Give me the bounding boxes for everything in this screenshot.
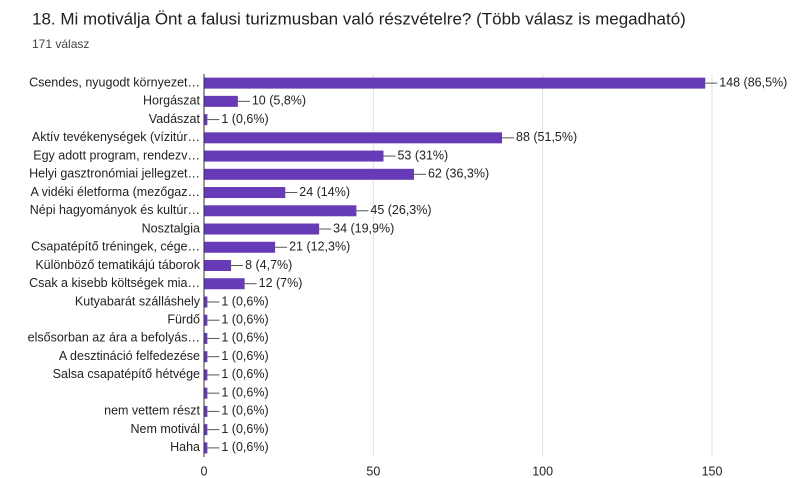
y-tick-label: Csapatépítő tréningek, cége…	[31, 240, 200, 254]
y-tick-label: Nosztalgia	[142, 221, 200, 235]
bar	[204, 187, 286, 199]
value-label: 10 (5,8%)	[252, 94, 306, 108]
bar	[204, 114, 208, 126]
bar	[204, 296, 208, 308]
value-label: 62 (36,3%)	[428, 167, 489, 181]
value-label: 12 (7%)	[259, 276, 303, 290]
chart-title: 18. Mi motiválja Önt a falusi turizmusba…	[32, 9, 686, 28]
value-label: 148 (86,5%)	[719, 75, 787, 89]
bar	[204, 241, 276, 253]
value-label: 24 (14%)	[299, 185, 350, 199]
bar	[204, 168, 414, 180]
value-label: 1 (0,6%)	[221, 422, 268, 436]
bar	[204, 77, 706, 89]
x-tick-label: 150	[702, 464, 723, 478]
bar	[204, 442, 208, 454]
bar	[204, 369, 208, 381]
value-label: 1 (0,6%)	[221, 367, 268, 381]
y-tick-label: Horgászat	[143, 94, 200, 108]
bar	[204, 223, 320, 235]
bar	[204, 405, 208, 417]
value-label: 21 (12,3%)	[289, 240, 350, 254]
value-label: 1 (0,6%)	[221, 294, 268, 308]
y-tick-label: Csendes, nyugodt környezet…	[29, 75, 200, 89]
y-tick-label: Népi hagyományok és kultúr…	[30, 203, 200, 217]
y-tick-label: Fürdő	[167, 313, 200, 327]
value-label: 88 (51,5%)	[516, 130, 577, 144]
value-label: 1 (0,6%)	[221, 385, 268, 399]
value-label: 53 (31%)	[397, 148, 448, 162]
value-label: 45 (26,3%)	[370, 203, 431, 217]
value-label: 8 (4,7%)	[245, 258, 292, 272]
bar	[204, 314, 208, 326]
x-tick-label: 100	[532, 464, 553, 478]
y-tick-label: Haha	[170, 440, 200, 454]
y-tick-label: Vadászat	[149, 112, 201, 126]
value-label: 1 (0,6%)	[221, 112, 268, 126]
y-tick-label: A vidéki életforma (mezőgaz…	[30, 185, 200, 199]
y-tick-label: nem vettem részt	[104, 404, 200, 418]
bar	[204, 278, 245, 290]
y-tick-label: Különböző tematikájú táborok	[35, 258, 200, 272]
bar	[204, 205, 357, 217]
bar	[204, 95, 238, 107]
bar	[204, 260, 232, 271]
y-tick-label: Nem motivál	[131, 422, 200, 436]
bar	[204, 387, 208, 399]
bar	[204, 424, 208, 436]
x-tick-label: 50	[366, 464, 380, 478]
y-tick-label: elsősorban az ára a befolyás…	[28, 331, 200, 345]
value-label: 1 (0,6%)	[221, 404, 268, 418]
y-tick-label: Aktív tevékenységek (vízitúr…	[32, 130, 200, 144]
bar	[204, 132, 503, 144]
y-tick-label: Helyi gasztronómiai jellegzet…	[29, 167, 200, 181]
value-label: 34 (19,9%)	[333, 221, 394, 235]
value-label: 1 (0,6%)	[221, 331, 268, 345]
value-label: 1 (0,6%)	[221, 440, 268, 454]
value-label: 1 (0,6%)	[221, 349, 268, 363]
bar	[204, 332, 208, 344]
y-tick-label: Kutyabarát szálláshely	[75, 294, 201, 308]
y-tick-label: Egy adott program, rendezv…	[33, 148, 200, 162]
chart-subtitle: 171 válasz	[32, 37, 89, 51]
y-tick-label: Csak a kisebb költségek mia…	[29, 276, 200, 290]
y-tick-label: Salsa csapatépítő hétvége	[53, 367, 200, 381]
value-label: 1 (0,6%)	[221, 313, 268, 327]
y-tick-label: A desztináció felfedezése	[59, 349, 200, 363]
bar	[204, 351, 208, 363]
bar	[204, 150, 384, 162]
x-tick-label: 0	[201, 464, 208, 478]
